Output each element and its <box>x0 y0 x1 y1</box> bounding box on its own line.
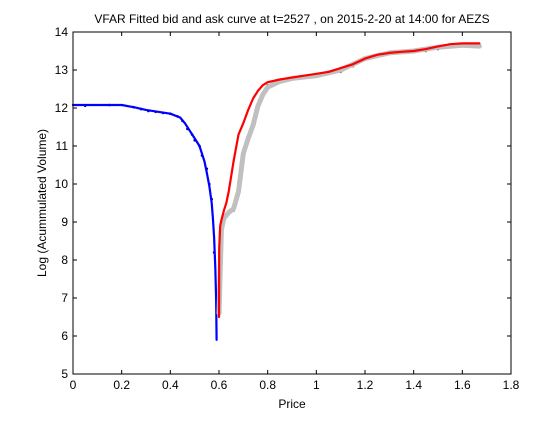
y-tick-label: 8 <box>61 253 68 267</box>
x-tick-label: 1.6 <box>454 378 471 392</box>
y-tick-label: 5 <box>61 367 68 381</box>
ask-fitted-line <box>217 42 481 319</box>
y-tick-label: 11 <box>56 139 69 153</box>
y-tick-label: 12 <box>55 101 69 115</box>
y-tick-label: 9 <box>61 215 68 229</box>
x-tick-label: 0.6 <box>211 378 228 392</box>
x-axis-label: Price <box>278 397 306 411</box>
x-tick-label: 1.4 <box>405 378 422 392</box>
axes-box <box>72 31 512 375</box>
y-tick-label: 10 <box>55 177 69 191</box>
y-tick-label: 7 <box>61 291 68 305</box>
x-tick-label: 1.2 <box>357 378 374 392</box>
y-tick-label: 14 <box>55 25 69 39</box>
series-layer <box>71 42 482 341</box>
y-axis-label: Log (Acummulated Volume) <box>35 129 49 277</box>
x-tick-label: 1 <box>313 378 320 392</box>
x-tick-label: 0.8 <box>259 378 276 392</box>
x-tick-label: 1.8 <box>503 378 520 392</box>
y-tick-label: 13 <box>55 63 69 77</box>
bid-fitted-line <box>71 103 218 341</box>
plot-area <box>73 32 511 374</box>
y-tick-label: 6 <box>61 329 68 343</box>
x-tick-label: 0.4 <box>162 378 179 392</box>
chart-title: VFAR Fitted bid and ask curve at t=2527 … <box>94 12 489 26</box>
x-tick-label: 0.2 <box>113 378 130 392</box>
axes-layer: 0 0.2 0.4 0.6 0.8 1 1.2 1.4 1.6 1.8 5 6 7 8 9 10 11 12 13 1… <box>55 25 520 392</box>
x-tick-label: 0 <box>70 378 77 392</box>
